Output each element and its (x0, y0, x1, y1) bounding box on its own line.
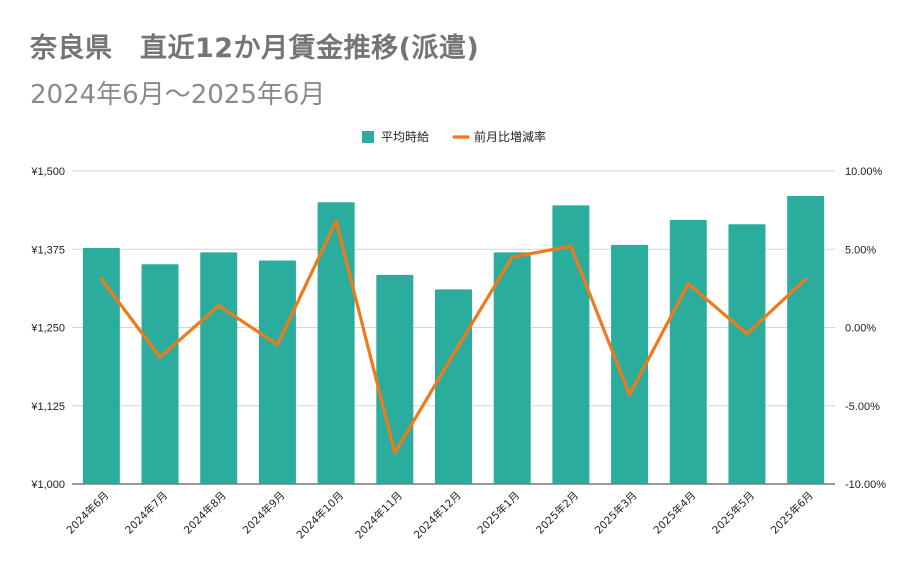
x-tick-label: 2024年7月 (122, 489, 170, 537)
bar (141, 264, 179, 484)
x-tick-label: 2025年4月 (651, 489, 699, 537)
chart-subtitle: 2024年6月～2025年6月 (30, 80, 326, 110)
bar (728, 224, 766, 484)
y-left-tick-label: ¥1,000 (30, 479, 65, 491)
legend-label-bar: 平均時給 (381, 130, 429, 144)
y-right-tick-label: -5.00% (845, 401, 880, 413)
x-tick-label: 2024年11月 (353, 489, 405, 541)
y-left-tick-label: ¥1,125 (30, 401, 65, 413)
bar (552, 205, 590, 484)
x-tick-label: 2024年6月 (64, 489, 112, 537)
x-tick-label: 2024年9月 (240, 489, 288, 537)
bar (200, 252, 238, 484)
y-right-tick-label: 10.00% (845, 166, 883, 178)
legend-label-line: 前月比増減率 (474, 129, 546, 144)
y-left-tick-label: ¥1,375 (30, 244, 65, 256)
x-tick-label: 2024年10月 (294, 489, 346, 541)
bar (435, 289, 472, 484)
bar (258, 260, 296, 484)
bar (82, 247, 120, 484)
y-left-tick-label: ¥1,500 (30, 166, 65, 178)
bar (611, 244, 649, 484)
x-tick-label: 2024年12月 (411, 489, 463, 541)
x-tick-label: 2025年6月 (768, 489, 816, 537)
y-right-tick-label: 5.00% (845, 244, 876, 256)
x-tick-label: 2025年5月 (709, 489, 757, 537)
y-left-tick-label: ¥1,250 (30, 323, 65, 335)
x-tick-label: 2025年3月 (592, 489, 640, 537)
bar (317, 202, 355, 485)
bar (493, 252, 531, 484)
bar (376, 274, 414, 484)
bar (787, 196, 825, 485)
bar (669, 219, 707, 484)
y-right-tick-label: -10.00% (845, 479, 886, 491)
y-right-tick-label: 0.00% (845, 323, 876, 335)
x-tick-label: 2025年1月 (475, 489, 523, 537)
legend-swatch-bar (362, 131, 374, 143)
chart-title: 奈良県 直近12か月賃金推移(派遣) (30, 33, 480, 64)
x-tick-label: 2025年2月 (533, 489, 581, 537)
x-tick-label: 2024年8月 (181, 489, 229, 537)
